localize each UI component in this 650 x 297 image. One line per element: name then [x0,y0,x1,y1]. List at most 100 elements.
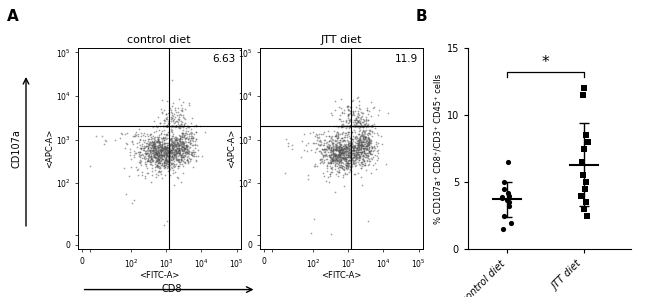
Point [354,163,365,168]
Point [348,112,359,117]
Point [170,164,180,169]
Point [158,148,168,153]
Point [359,153,369,158]
Point [352,138,363,142]
Point [347,141,358,146]
Point [351,116,361,121]
Point [152,153,162,157]
Point [358,125,368,130]
Point [161,150,171,154]
Point [148,148,158,153]
Point [328,152,338,157]
Point [147,143,157,148]
Point [177,131,187,135]
Point [177,140,187,144]
Point [324,154,335,159]
Point [343,112,353,116]
Point [330,141,341,146]
Point [356,150,367,155]
Point [150,135,160,140]
Point [360,139,370,144]
Point [331,152,341,157]
Point [167,110,177,115]
Point [346,118,356,123]
Point [367,146,377,151]
Point [328,155,338,160]
Point [358,146,369,151]
Point [151,153,162,157]
Point [330,190,341,195]
Point [166,117,176,121]
Point [341,123,352,128]
Point [351,116,361,121]
Point [166,128,176,133]
Point [343,143,354,148]
Point [337,123,348,128]
Point [136,133,146,138]
Point [309,217,319,222]
Point [330,138,340,142]
Point [356,122,367,127]
Point [331,152,341,157]
Point [356,159,367,164]
Point [140,140,151,145]
Point [340,157,350,162]
Point [183,136,194,141]
Point [170,149,180,154]
Point [135,137,146,141]
Point [336,157,346,161]
Point [354,123,364,128]
Point [172,145,183,150]
Point [191,158,202,163]
Point [158,148,168,152]
Point [341,154,352,159]
Point [150,154,161,159]
Point [151,128,161,133]
Point [343,146,353,151]
Point [145,148,155,153]
Point [348,155,358,160]
Point [174,143,185,147]
Point [158,151,168,156]
Point [161,123,172,128]
Point [171,148,181,153]
Point [356,160,366,165]
Point [333,158,344,162]
Point [146,146,156,150]
Point [364,149,374,154]
Point [140,144,151,149]
Point [169,116,179,121]
Point [346,165,356,169]
Point [174,142,184,147]
Point [335,147,345,152]
Point [148,158,158,163]
Point [142,142,153,146]
Point [161,156,172,161]
Point [346,123,356,128]
Point [171,123,181,128]
Point [161,132,172,137]
Point [346,137,357,142]
Point [148,125,158,130]
Point [333,145,344,150]
Point [180,136,190,141]
Point [99,138,110,143]
Point [364,141,374,146]
Point [177,144,188,149]
Point [325,157,335,162]
Point [174,151,185,155]
Point [344,143,354,148]
Point [338,138,348,143]
Point [350,117,361,122]
Point [326,144,336,149]
Point [339,135,349,139]
Point [363,122,373,127]
Point [361,142,372,146]
Point [336,147,346,152]
Point [167,160,177,165]
Point [136,173,147,177]
Point [343,161,353,165]
Point [354,158,364,162]
Point [177,132,188,137]
Point [167,142,177,146]
